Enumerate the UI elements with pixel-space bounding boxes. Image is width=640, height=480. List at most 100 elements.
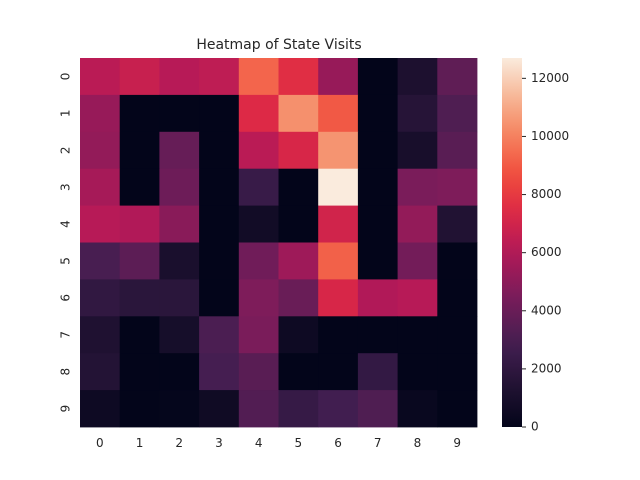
heatmap-cell-r7-c7 (357, 316, 398, 354)
heatmap-cell-r6-c2 (159, 279, 200, 317)
heatmap-cell-r5-c6 (318, 242, 359, 280)
heatmap-cell-r3-c3 (199, 168, 240, 206)
heatmap-cell-r0-c3 (199, 58, 240, 96)
heatmap-cell-r4-c8 (397, 205, 438, 243)
heatmap-cell-r5-c0 (80, 242, 121, 280)
y-tick-label-5: 5 (59, 257, 73, 265)
heatmap-cell-r4-c6 (318, 205, 359, 243)
heatmap-cell-r2-c4 (238, 131, 279, 170)
heatmap-cell-r3-c6 (318, 168, 359, 206)
heatmap-cell-r0-c8 (397, 58, 438, 96)
colorbar-tick-label-3: 6000 (531, 245, 562, 259)
heatmap-cell-r9-c5 (278, 390, 319, 428)
heatmap-cell-r6-c8 (397, 279, 438, 317)
y-tick-label-3: 3 (59, 183, 73, 191)
heatmap-cell-r4-c7 (357, 205, 398, 243)
heatmap-cell-r2-c5 (278, 131, 319, 170)
heatmap-cell-r3-c5 (278, 168, 319, 206)
heatmap-cell-r7-c6 (318, 316, 359, 354)
heatmap-cell-r9-c3 (199, 390, 240, 428)
heatmap-cell-r7-c2 (159, 316, 200, 354)
colorbar-tick-label-2: 4000 (531, 303, 562, 317)
heatmap-cell-r0-c2 (159, 58, 200, 96)
x-tick-label-2: 2 (175, 436, 183, 450)
heatmap-cell-r4-c5 (278, 205, 319, 243)
heatmap-cell-r8-c4 (238, 353, 279, 391)
heatmap-cell-r8-c8 (397, 353, 438, 391)
heatmap-cell-r1-c6 (318, 94, 359, 133)
heatmap-cell-r7-c1 (119, 316, 160, 354)
heatmap-cell-r5-c8 (397, 242, 438, 280)
heatmap-cell-r8-c1 (119, 353, 160, 391)
y-tick-label-9: 9 (59, 405, 73, 413)
heatmap-cell-r2-c9 (437, 131, 478, 170)
heatmap-cell-r3-c9 (437, 168, 478, 206)
heatmap-cell-r1-c7 (357, 94, 398, 133)
colorbar (502, 58, 522, 427)
heatmap-cell-r1-c8 (397, 94, 438, 133)
colorbar-tick-label-5: 10000 (531, 129, 569, 143)
heatmap-cell-r3-c8 (397, 168, 438, 206)
heatmap-cell-r7-c5 (278, 316, 319, 354)
heatmap-cell-r8-c5 (278, 353, 319, 391)
y-tick-label-4: 4 (59, 220, 73, 228)
y-tick-label-6: 6 (59, 294, 73, 302)
y-tick-label-8: 8 (59, 368, 73, 376)
heatmap-cell-r7-c3 (199, 316, 240, 354)
y-tick-label-1: 1 (59, 110, 73, 118)
y-axis-ticks: 0 1 2 3 4 5 6 7 8 9 (59, 73, 73, 413)
heatmap-cells (80, 58, 478, 428)
heatmap-cell-r3-c1 (119, 168, 160, 206)
heatmap-cell-r6-c7 (357, 279, 398, 317)
heatmap-cell-r6-c4 (238, 279, 279, 317)
colorbar-ticks: 0 2000 4000 6000 8000 10000 12000 (522, 71, 569, 434)
heatmap-cell-r2-c2 (159, 131, 200, 170)
heatmap-cell-r4-c3 (199, 205, 240, 243)
heatmap-cell-r1-c1 (119, 94, 160, 133)
heatmap-cell-r9-c6 (318, 390, 359, 428)
heatmap-cell-r0-c5 (278, 58, 319, 96)
x-axis-ticks: 0 1 2 3 4 5 6 7 8 9 (96, 436, 461, 450)
heatmap-cell-r2-c8 (397, 131, 438, 170)
heatmap-cell-r6-c5 (278, 279, 319, 317)
y-tick-label-2: 2 (59, 146, 73, 154)
heatmap-cell-r5-c1 (119, 242, 160, 280)
heatmap-cell-r3-c2 (159, 168, 200, 206)
heatmap-cell-r1-c2 (159, 94, 200, 133)
heatmap-cell-r7-c8 (397, 316, 438, 354)
heatmap-cell-r5-c7 (357, 242, 398, 280)
heatmap-cell-r8-c7 (357, 353, 398, 391)
x-tick-label-7: 7 (374, 436, 382, 450)
x-tick-label-4: 4 (255, 436, 263, 450)
heatmap-cell-r9-c2 (159, 390, 200, 428)
heatmap-cell-r4-c9 (437, 205, 478, 243)
heatmap-cell-r1-c9 (437, 94, 478, 133)
colorbar-tick-label-1: 2000 (531, 361, 562, 375)
y-tick-label-7: 7 (59, 331, 73, 339)
chart-title: Heatmap of State Visits (196, 37, 361, 53)
heatmap-cell-r8-c3 (199, 353, 240, 391)
x-tick-label-5: 5 (295, 436, 303, 450)
heatmap-cell-r3-c7 (357, 168, 398, 206)
heatmap-cell-r7-c4 (238, 316, 279, 354)
heatmap-cell-r2-c0 (80, 131, 121, 170)
heatmap-cell-r1-c3 (199, 94, 240, 133)
x-tick-label-9: 9 (453, 436, 461, 450)
heatmap-cell-r0-c7 (357, 58, 398, 96)
heatmap-cell-r2-c6 (318, 131, 359, 170)
heatmap-cell-r4-c0 (80, 205, 121, 243)
heatmap-cell-r8-c9 (437, 353, 478, 391)
x-tick-label-3: 3 (215, 436, 223, 450)
heatmap-cell-r0-c1 (119, 58, 160, 96)
heatmap-cell-r2-c7 (357, 131, 398, 170)
heatmap-cell-r9-c0 (80, 390, 121, 428)
heatmap-cell-r6-c1 (119, 279, 160, 317)
heatmap-cell-r8-c6 (318, 353, 359, 391)
heatmap-cell-r4-c2 (159, 205, 200, 243)
heatmap-cell-r7-c0 (80, 316, 121, 354)
x-tick-label-1: 1 (136, 436, 144, 450)
heatmap-cell-r9-c8 (397, 390, 438, 428)
heatmap-cell-r5-c3 (199, 242, 240, 280)
heatmap-cell-r2-c1 (119, 131, 160, 170)
